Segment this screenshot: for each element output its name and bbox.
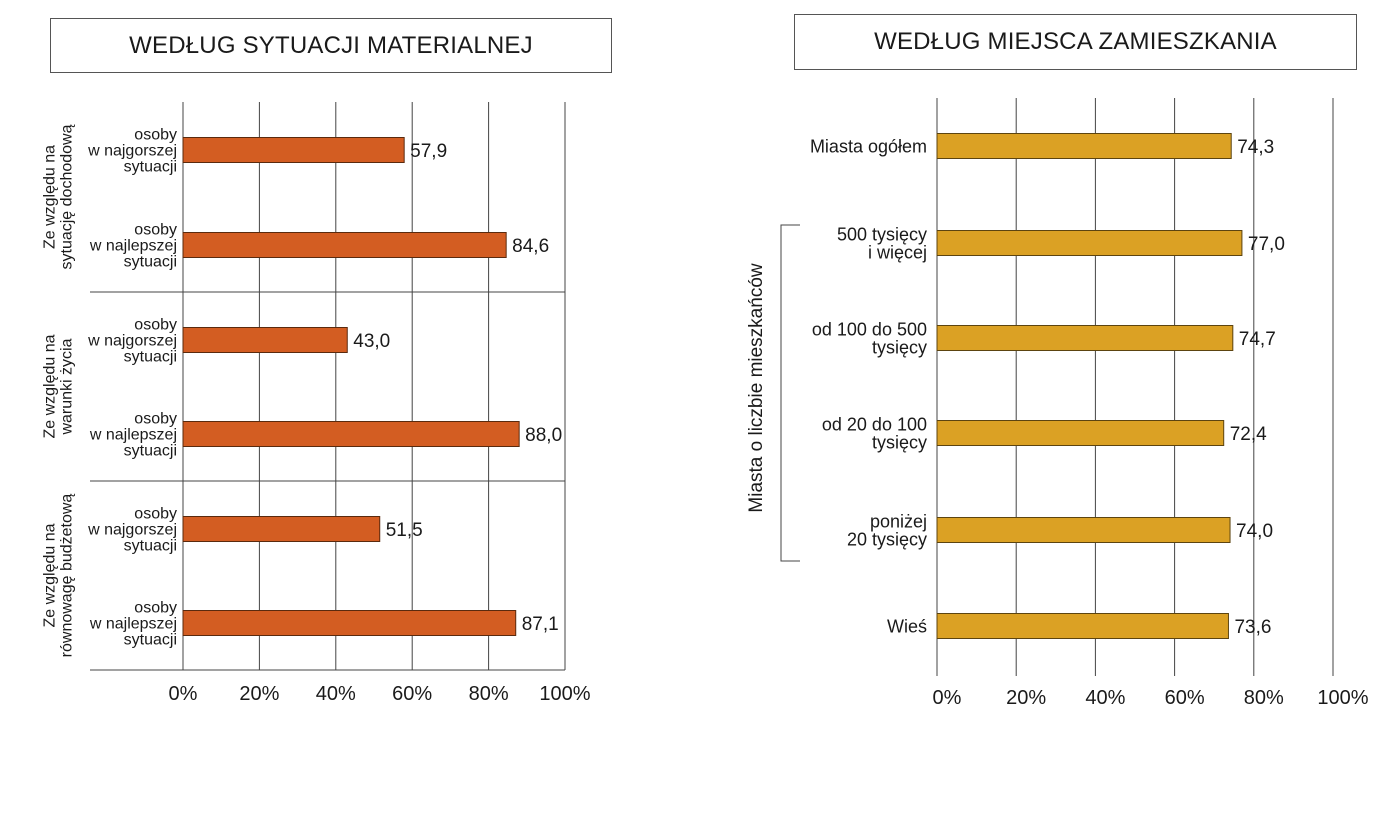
bar-value-label: 43,0 <box>353 331 390 352</box>
x-tick-label: 80% <box>1244 687 1284 709</box>
bar-category-label: osoby w najlepszej sytuacji <box>89 222 177 271</box>
bar-value-label: 84,6 <box>512 236 549 257</box>
x-tick-label: 20% <box>239 683 279 705</box>
bar-category-label: Wieś <box>887 616 927 636</box>
x-tick-label: 60% <box>392 683 432 705</box>
bar-category-label: osoby w najgorszej sytuacji <box>87 127 177 176</box>
bar-value-label: 74,7 <box>1239 329 1276 350</box>
bar-value-label: 51,5 <box>386 520 423 541</box>
bar <box>936 517 1231 543</box>
x-tick-label: 40% <box>1085 687 1125 709</box>
bar-category-label: osoby w najlepszej sytuacji <box>89 600 177 649</box>
group-label: Ze względu narównowagę budżetową <box>42 494 76 658</box>
x-tick-label: 0% <box>169 683 198 705</box>
bar <box>936 325 1234 351</box>
bar <box>182 327 348 353</box>
group-label: Ze względu nawarunki życia <box>42 334 76 438</box>
bracket-label: Miasta o liczbie mieszkańców <box>746 263 767 512</box>
bar-category-label: osoby w najgorszej sytuacji <box>87 506 177 555</box>
bar-value-label: 87,1 <box>522 614 559 635</box>
bar <box>182 137 405 163</box>
group-label: Ze względu nasytuację dochodową <box>42 124 76 269</box>
bar <box>936 230 1243 256</box>
bar-value-label: 57,9 <box>410 141 447 162</box>
group-bracket <box>780 224 800 562</box>
bar-category-label: osoby w najlepszej sytuacji <box>89 411 177 460</box>
bar-category-label: od 20 do 100 tysięcy <box>822 414 927 452</box>
bar <box>182 516 381 542</box>
bar-value-label: 72,4 <box>1230 424 1267 445</box>
bar-value-label: 73,6 <box>1234 617 1271 638</box>
chart-right-title: WEDŁUG MIEJSCA ZAMIESZKANIA <box>794 14 1357 70</box>
x-tick-label: 80% <box>469 683 509 705</box>
x-tick-label: 20% <box>1006 687 1046 709</box>
x-tick-label: 0% <box>933 687 962 709</box>
bar-category-label: 500 tysięcy i więcej <box>837 224 927 262</box>
x-tick-label: 100% <box>539 683 590 705</box>
bar-category-label: Miasta ogółem <box>810 136 927 156</box>
bar <box>936 613 1229 639</box>
bar-category-label: osoby w najgorszej sytuacji <box>87 317 177 366</box>
bar <box>182 610 517 636</box>
bar-value-label: 74,3 <box>1237 137 1274 158</box>
x-tick-label: 40% <box>316 683 356 705</box>
bar-value-label: 77,0 <box>1248 234 1285 255</box>
bar <box>182 232 507 258</box>
bar-value-label: 88,0 <box>525 425 562 446</box>
x-tick-label: 100% <box>1317 687 1368 709</box>
chart-left-title: WEDŁUG SYTUACJI MATERIALNEJ <box>50 18 612 73</box>
bar-value-label: 74,0 <box>1236 521 1273 542</box>
bar-category-label: poniżej 20 tysięcy <box>847 511 927 549</box>
bar <box>182 421 520 447</box>
bar <box>936 133 1232 159</box>
bar <box>936 420 1225 446</box>
x-tick-label: 60% <box>1165 687 1205 709</box>
bar-category-label: od 100 do 500 tysięcy <box>812 319 927 357</box>
